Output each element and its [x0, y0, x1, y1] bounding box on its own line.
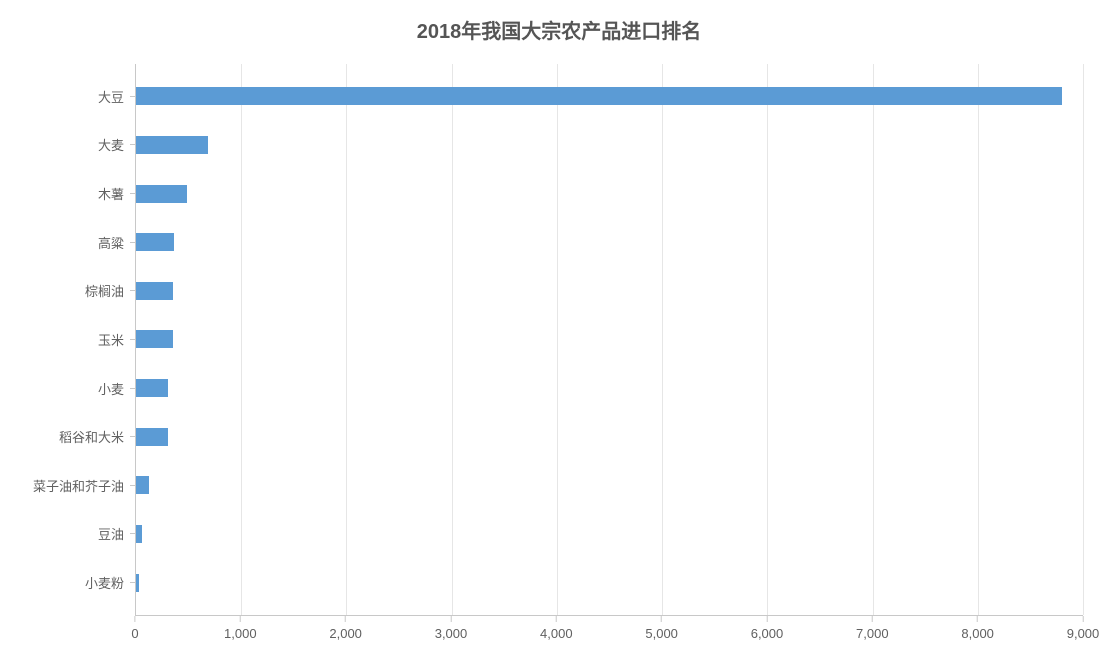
y-axis-label: 高粱: [98, 233, 136, 252]
x-tick: 0: [131, 616, 138, 641]
x-tick-label: 3,000: [435, 626, 468, 641]
bar: [136, 574, 139, 592]
x-tick-mark: [450, 616, 451, 622]
bar: [136, 185, 187, 203]
bar-row: 玉米: [136, 327, 1083, 351]
y-axis-label: 菜子油和芥子油: [33, 476, 136, 495]
y-axis-label: 木薯: [98, 184, 136, 203]
x-tick: 9,000: [1067, 616, 1100, 641]
bar-row: 稻谷和大米: [136, 425, 1083, 449]
x-tick-mark: [345, 616, 346, 622]
x-tick-mark: [556, 616, 557, 622]
bar: [136, 282, 173, 300]
x-tick-label: 9,000: [1067, 626, 1100, 641]
chart-container: 2018年我国大宗农产品进口排名 大豆大麦木薯高粱棕榈油玉米小麦稻谷和大米菜子油…: [0, 0, 1118, 671]
x-tick-label: 5,000: [645, 626, 678, 641]
x-tick-mark: [240, 616, 241, 622]
bar: [136, 525, 142, 543]
x-tick: 8,000: [961, 616, 994, 641]
x-tick-label: 2,000: [329, 626, 362, 641]
x-tick: 1,000: [224, 616, 257, 641]
x-tick-label: 0: [131, 626, 138, 641]
plot-area: 大豆大麦木薯高粱棕榈油玉米小麦稻谷和大米菜子油和芥子油豆油小麦粉 01,0002…: [25, 64, 1093, 646]
x-tick-mark: [1082, 616, 1083, 622]
x-tick-mark: [661, 616, 662, 622]
x-tick-mark: [134, 616, 135, 622]
y-axis-label: 小麦粉: [85, 573, 136, 592]
y-axis-label: 小麦: [98, 379, 136, 398]
x-tick-mark: [766, 616, 767, 622]
x-tick-label: 7,000: [856, 626, 889, 641]
bar-row: 菜子油和芥子油: [136, 473, 1083, 497]
y-axis-label: 稻谷和大米: [59, 427, 136, 446]
bar: [136, 379, 168, 397]
bar-row: 小麦粉: [136, 571, 1083, 595]
bar-row: 高粱: [136, 230, 1083, 254]
bar: [136, 476, 149, 494]
x-tick-label: 4,000: [540, 626, 573, 641]
x-tick-label: 6,000: [751, 626, 784, 641]
x-tick: 6,000: [751, 616, 784, 641]
y-axis-label: 豆油: [98, 524, 136, 543]
bar-row: 大豆: [136, 84, 1083, 108]
bar: [136, 330, 173, 348]
y-axis-label: 大豆: [98, 87, 136, 106]
x-tick: 3,000: [435, 616, 468, 641]
gridline: [1083, 64, 1084, 615]
bar: [136, 428, 168, 446]
bars-column: 大豆大麦木薯高粱棕榈油玉米小麦稻谷和大米菜子油和芥子油豆油小麦粉: [136, 64, 1083, 615]
x-axis: 01,0002,0003,0004,0005,0006,0007,0008,00…: [135, 616, 1083, 646]
x-tick: 4,000: [540, 616, 573, 641]
y-axis-label: 棕榈油: [85, 281, 136, 300]
x-tick: 5,000: [645, 616, 678, 641]
bars-region: 大豆大麦木薯高粱棕榈油玉米小麦稻谷和大米菜子油和芥子油豆油小麦粉: [135, 64, 1083, 616]
bar: [136, 136, 208, 154]
x-tick-label: 8,000: [961, 626, 994, 641]
bar-row: 木薯: [136, 182, 1083, 206]
y-axis-label: 大麦: [98, 135, 136, 154]
bar-row: 豆油: [136, 522, 1083, 546]
bar-row: 大麦: [136, 133, 1083, 157]
bar: [136, 87, 1062, 105]
bar: [136, 233, 174, 251]
y-axis-label: 玉米: [98, 330, 136, 349]
bar-row: 小麦: [136, 376, 1083, 400]
x-tick-mark: [872, 616, 873, 622]
x-tick-mark: [977, 616, 978, 622]
x-tick-label: 1,000: [224, 626, 257, 641]
chart-title: 2018年我国大宗农产品进口排名: [25, 15, 1093, 44]
bar-row: 棕榈油: [136, 279, 1083, 303]
x-tick: 2,000: [329, 616, 362, 641]
x-tick: 7,000: [856, 616, 889, 641]
